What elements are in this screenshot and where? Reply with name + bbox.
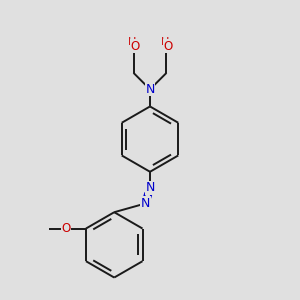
Text: H: H	[161, 37, 169, 47]
Text: O: O	[61, 222, 70, 235]
Text: O: O	[164, 40, 173, 53]
Text: H: H	[128, 37, 136, 47]
Text: N: N	[145, 83, 155, 96]
Text: N: N	[145, 182, 155, 194]
Text: O: O	[130, 40, 140, 53]
Text: N: N	[141, 197, 150, 210]
